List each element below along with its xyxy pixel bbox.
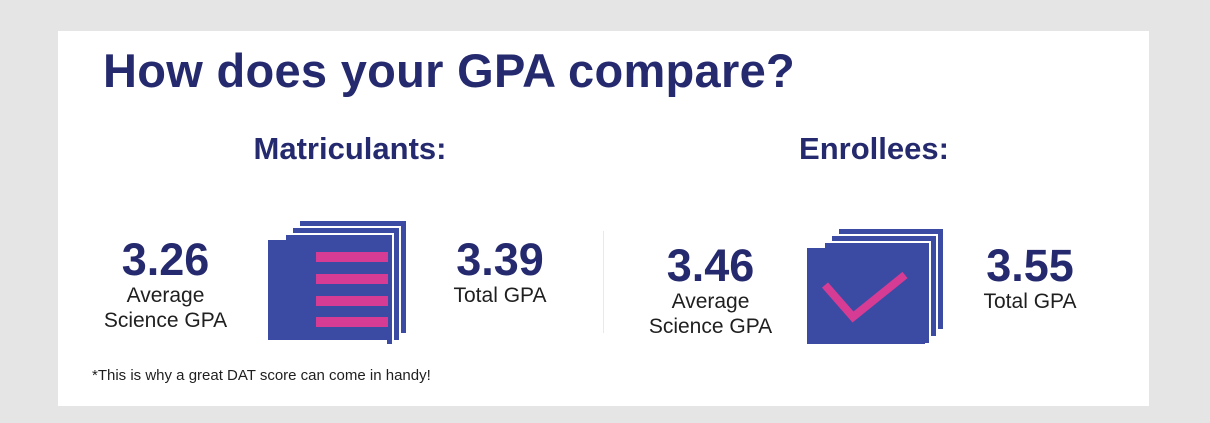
matriculants-science-gpa-value: 3.26 bbox=[121, 234, 210, 285]
matriculants-total-gpa: 3.39 Total GPA bbox=[440, 237, 560, 308]
footnote: *This is why a great DAT score can come … bbox=[92, 367, 431, 384]
enrollees-science-gpa-label-line1: Average bbox=[671, 290, 750, 313]
group-divider bbox=[603, 231, 604, 333]
enrollees-science-gpa-label-line2: Science GPA bbox=[648, 315, 773, 338]
enrollees-science-gpa: 3.46 Average Science GPA bbox=[638, 243, 783, 339]
matriculants-total-gpa-label: Total GPA bbox=[453, 284, 547, 307]
matriculants-science-gpa-label-line1: Average bbox=[126, 284, 205, 307]
stacked-list-document-icon bbox=[268, 221, 406, 344]
enrollees-total-gpa-label: Total GPA bbox=[983, 290, 1077, 313]
enrollees-heading: Enrollees: bbox=[799, 131, 949, 166]
enrollees-total-gpa-value: 3.55 bbox=[986, 240, 1074, 291]
stacked-checkmark-document-icon bbox=[807, 229, 943, 348]
enrollees-total-gpa: 3.55 Total GPA bbox=[970, 243, 1090, 314]
matriculants-heading: Matriculants: bbox=[253, 131, 447, 166]
matriculants-total-gpa-value: 3.39 bbox=[456, 234, 544, 285]
matriculants-science-gpa-label-line2: Science GPA bbox=[103, 309, 228, 332]
matriculants-science-gpa: 3.26 Average Science GPA bbox=[98, 237, 233, 333]
page-title: How does your GPA compare? bbox=[103, 44, 796, 97]
gpa-comparison-card: How does your GPA compare? Matriculants:… bbox=[58, 31, 1149, 406]
enrollees-science-gpa-value: 3.46 bbox=[666, 240, 755, 291]
